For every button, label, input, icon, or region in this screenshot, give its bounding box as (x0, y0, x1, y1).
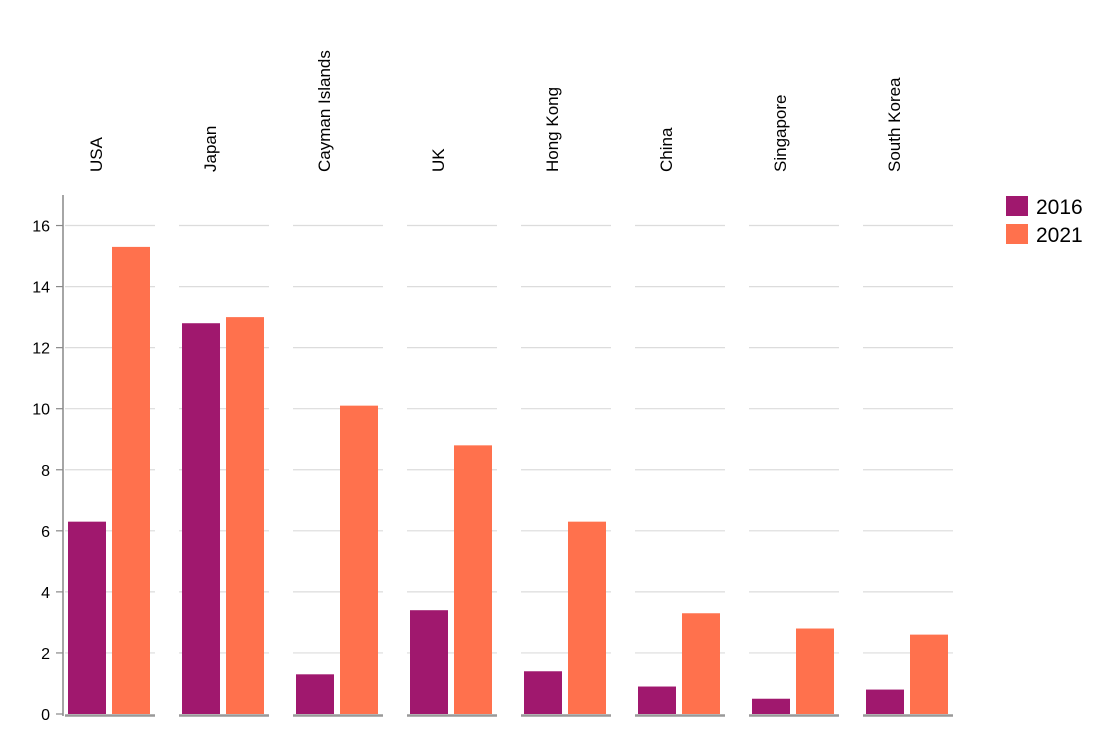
bar-2016-cayman-islands (296, 674, 334, 714)
bars (68, 246, 948, 714)
bar-2016-south-korea (866, 689, 904, 714)
y-tick-label: 0 (41, 707, 50, 724)
bar-2021-south-korea (910, 634, 948, 714)
category-label: China (657, 127, 676, 172)
bar-2021-cayman-islands (340, 405, 378, 714)
legend-swatch-2021 (1006, 224, 1028, 244)
bar-2021-usa (112, 246, 150, 714)
y-tick-label: 14 (32, 280, 50, 297)
bar-2021-japan (226, 317, 264, 714)
legend-label-2016: 2016 (1036, 196, 1083, 219)
y-tick-label: 8 (41, 463, 50, 480)
category-label: UK (429, 148, 448, 172)
category-label: Singapore (771, 94, 790, 172)
y-axis-ticks: 0 2 4 6 8 10 12 14 16 (32, 219, 63, 724)
bar-2016-china (638, 686, 676, 714)
legend: 2016 2021 (1006, 196, 1083, 247)
bar-2016-hong-kong (524, 671, 562, 714)
y-tick-label: 10 (32, 402, 50, 419)
y-tick-label: 4 (41, 585, 50, 602)
y-tick-label: 6 (41, 524, 50, 541)
category-label: South Korea (885, 77, 904, 172)
bar-2016-japan (182, 323, 220, 714)
bar-2016-uk (410, 610, 448, 714)
category-labels: USA Japan Cayman Islands UK Hong Kong China Si… (87, 50, 904, 172)
bar-2021-china (682, 613, 720, 714)
category-label: Hong Kong (543, 87, 562, 172)
y-tick-label: 16 (32, 219, 50, 236)
category-label: USA (87, 136, 106, 172)
bar-2021-singapore (796, 628, 834, 714)
legend-label-2021: 2021 (1036, 224, 1083, 247)
bar-2016-usa (68, 521, 106, 714)
category-label: Cayman Islands (315, 50, 334, 172)
bar-2016-singapore (752, 698, 790, 714)
bar-2021-uk (454, 445, 492, 714)
y-tick-label: 2 (41, 646, 50, 663)
bar-2021-hong-kong (568, 521, 606, 714)
y-tick-label: 12 (32, 341, 50, 358)
legend-swatch-2016 (1006, 196, 1028, 216)
category-label: Japan (201, 126, 220, 172)
